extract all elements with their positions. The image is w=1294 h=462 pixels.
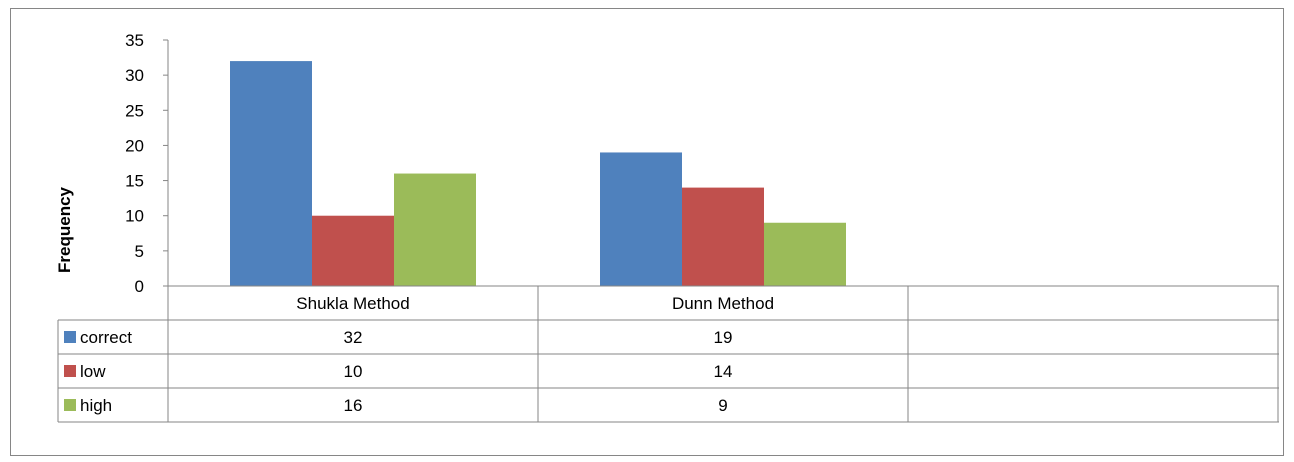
legend-label: low	[80, 362, 106, 381]
table-value: 32	[344, 328, 363, 347]
legend-label: correct	[80, 328, 132, 347]
table-value: 9	[718, 396, 727, 415]
table-value: 10	[344, 362, 363, 381]
table-value: 14	[714, 362, 733, 381]
y-tick-label: 25	[125, 101, 144, 120]
y-axis-label: Frequency	[55, 186, 74, 273]
y-tick-label: 10	[125, 207, 144, 226]
bar-correct-1	[600, 152, 682, 286]
legend-label: high	[80, 396, 112, 415]
bar-low-1	[682, 188, 764, 286]
category-label: Shukla Method	[296, 294, 409, 313]
category-label: Dunn Method	[672, 294, 774, 313]
legend-key-correct	[64, 331, 76, 343]
y-tick-label: 20	[125, 136, 144, 155]
table-value: 16	[344, 396, 363, 415]
table-value: 19	[714, 328, 733, 347]
legend-key-high	[64, 399, 76, 411]
y-tick-label: 35	[125, 31, 144, 50]
y-tick-label: 15	[125, 172, 144, 191]
bar-high-1	[764, 223, 846, 286]
bar-low-0	[312, 216, 394, 286]
y-tick-label: 30	[125, 66, 144, 85]
y-tick-label: 5	[135, 242, 144, 261]
bar-high-0	[394, 174, 476, 286]
legend-key-low	[64, 365, 76, 377]
y-tick-label: 0	[135, 277, 144, 296]
bar-correct-0	[230, 61, 312, 286]
